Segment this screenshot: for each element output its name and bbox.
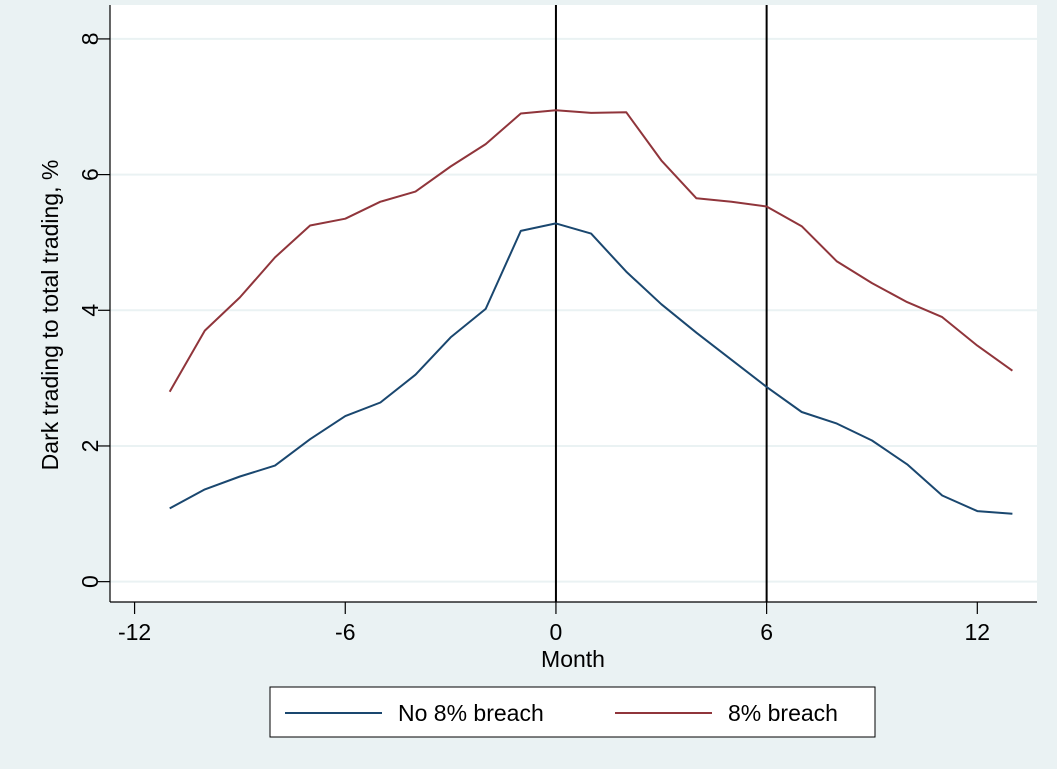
plot-area xyxy=(110,5,1037,602)
legend: No 8% breach 8% breach xyxy=(269,686,876,738)
series-lines xyxy=(168,109,1013,515)
series-line-1 xyxy=(168,109,1013,393)
x-tick-label: 0 xyxy=(550,619,563,645)
x-tick-label: -12 xyxy=(118,619,151,645)
x-tick-label: 12 xyxy=(965,619,991,645)
x-axis-label: Month xyxy=(541,646,605,672)
legend-label-no-breach: No 8% breach xyxy=(398,700,544,726)
series-line-0 xyxy=(169,222,1013,515)
y-tick-label: 2 xyxy=(77,440,103,453)
y-tick-label: 6 xyxy=(77,168,103,181)
x-tick-label: -6 xyxy=(335,619,355,645)
grid-lines xyxy=(110,37,1037,583)
ticks: 0 2 4 6 8 -12 -6 0 6 12 xyxy=(77,33,990,645)
y-tick-label: 4 xyxy=(77,304,103,317)
legend-label-breach: 8% breach xyxy=(728,700,838,726)
x-tick-label: 6 xyxy=(760,619,773,645)
y-tick-label: 0 xyxy=(77,575,103,588)
reference-lines xyxy=(554,5,768,602)
y-tick-label: 8 xyxy=(77,33,103,46)
axes xyxy=(109,5,1037,603)
y-axis-label: Dark trading to total trading, % xyxy=(37,160,63,471)
